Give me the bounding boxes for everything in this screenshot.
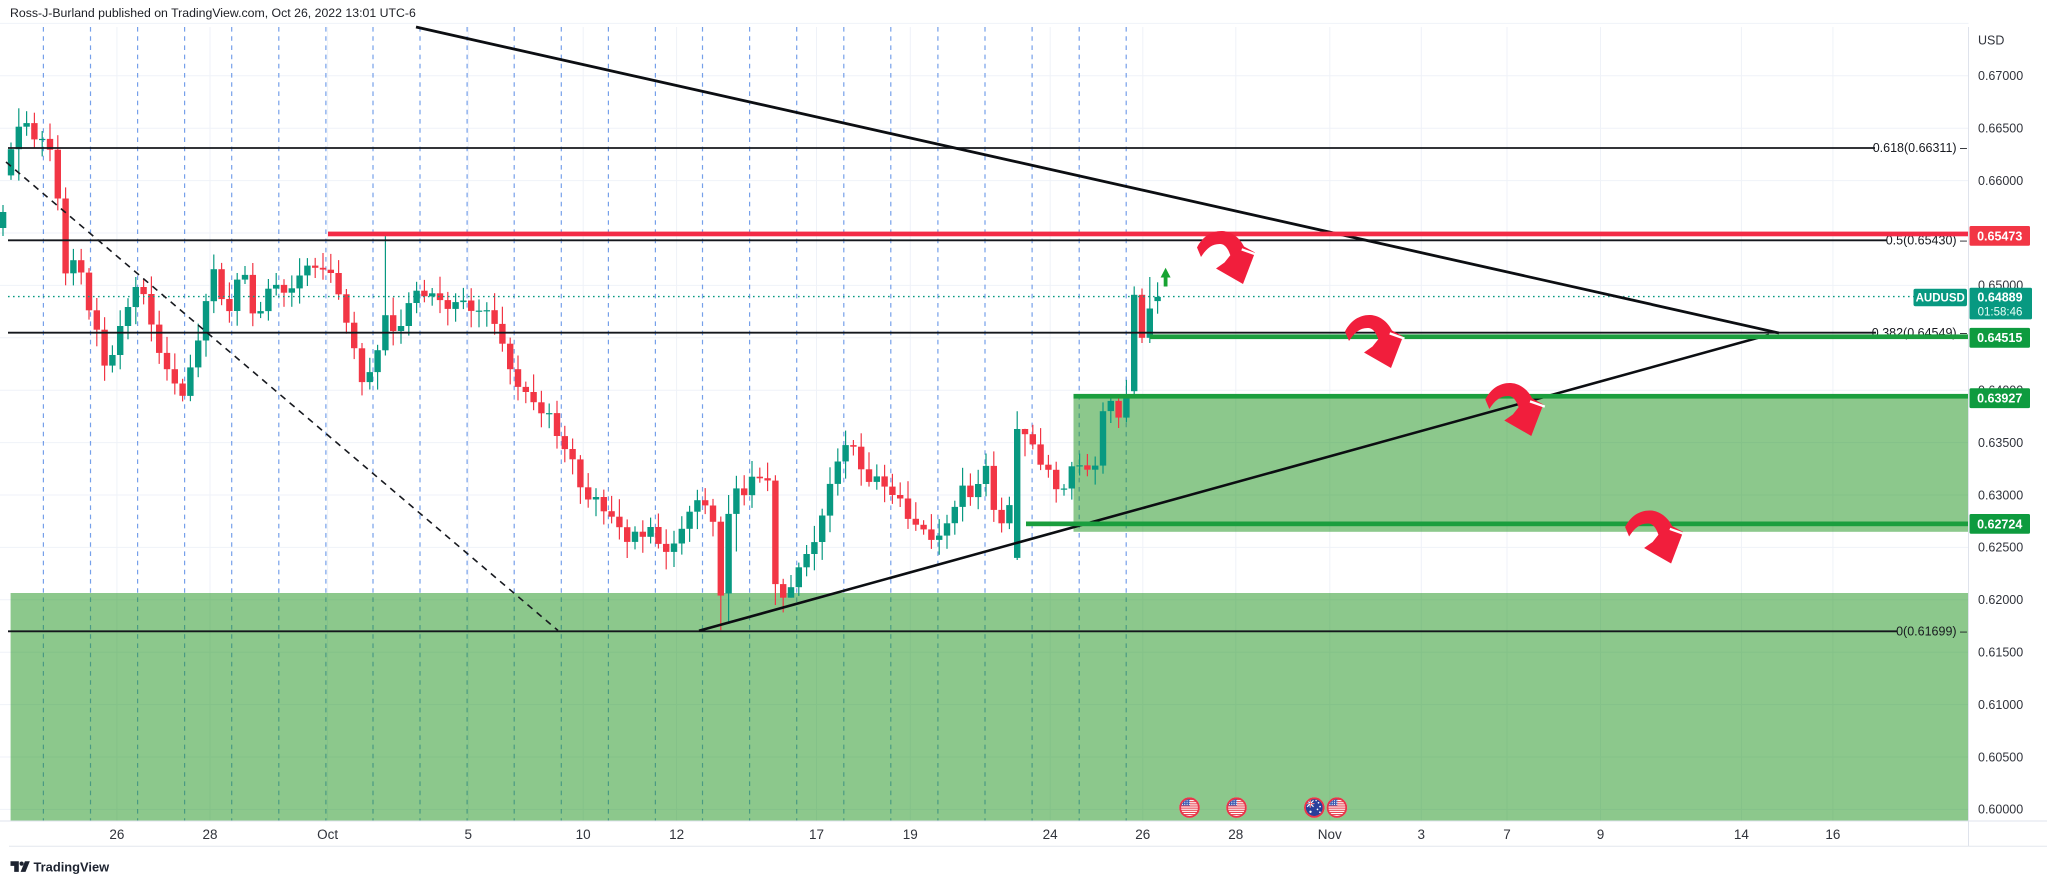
svg-text:0.66500: 0.66500 <box>1978 122 2023 136</box>
svg-text:7: 7 <box>1503 827 1511 842</box>
svg-text:0.618(0.66311) –: 0.618(0.66311) – <box>1873 141 1967 155</box>
svg-text:26: 26 <box>1135 827 1150 842</box>
svg-text:USD: USD <box>1978 34 2004 48</box>
svg-text:0.62724: 0.62724 <box>1977 517 2022 531</box>
svg-text:0.60000: 0.60000 <box>1978 803 2023 817</box>
svg-text:17: 17 <box>809 827 824 842</box>
svg-text:0.64889: 0.64889 <box>1977 290 2022 304</box>
svg-text:16: 16 <box>1825 827 1840 842</box>
svg-text:Oct: Oct <box>317 827 338 842</box>
svg-text:24: 24 <box>1043 827 1059 842</box>
svg-text:Nov: Nov <box>1318 827 1342 842</box>
svg-text:Ross-J-Burland published on Tr: Ross-J-Burland published on TradingView.… <box>10 6 416 20</box>
svg-text:01:58:46: 01:58:46 <box>1978 306 2023 318</box>
svg-text:5: 5 <box>465 827 473 842</box>
svg-text:AUDUSD: AUDUSD <box>1916 293 1965 305</box>
svg-text:14: 14 <box>1734 827 1750 842</box>
svg-text:0.62000: 0.62000 <box>1978 593 2023 607</box>
svg-text:19: 19 <box>903 827 918 842</box>
svg-text:0.63000: 0.63000 <box>1978 488 2023 502</box>
svg-text:0.62500: 0.62500 <box>1978 541 2023 555</box>
svg-text:0.60500: 0.60500 <box>1978 750 2023 764</box>
svg-text:0.67000: 0.67000 <box>1978 69 2023 83</box>
svg-text:0.63927: 0.63927 <box>1977 392 2022 406</box>
svg-text:3: 3 <box>1418 827 1426 842</box>
svg-text:0.64515: 0.64515 <box>1977 331 2022 345</box>
svg-text:0.65473: 0.65473 <box>1977 229 2022 243</box>
svg-text:0.61500: 0.61500 <box>1978 646 2023 660</box>
svg-text:26: 26 <box>109 827 124 842</box>
svg-text:0.66000: 0.66000 <box>1978 174 2023 188</box>
svg-text:9: 9 <box>1597 827 1605 842</box>
svg-text:0.61000: 0.61000 <box>1978 698 2023 712</box>
svg-text:28: 28 <box>202 827 217 842</box>
svg-text:0.63500: 0.63500 <box>1978 436 2023 450</box>
svg-text:28: 28 <box>1228 827 1243 842</box>
svg-text:10: 10 <box>576 827 591 842</box>
svg-text:0(0.61699) –: 0(0.61699) – <box>1896 625 1967 639</box>
svg-text:12: 12 <box>669 827 684 842</box>
svg-text:TradingView: TradingView <box>34 859 111 874</box>
svg-text:0.5(0.65430) –: 0.5(0.65430) – <box>1886 234 1967 248</box>
